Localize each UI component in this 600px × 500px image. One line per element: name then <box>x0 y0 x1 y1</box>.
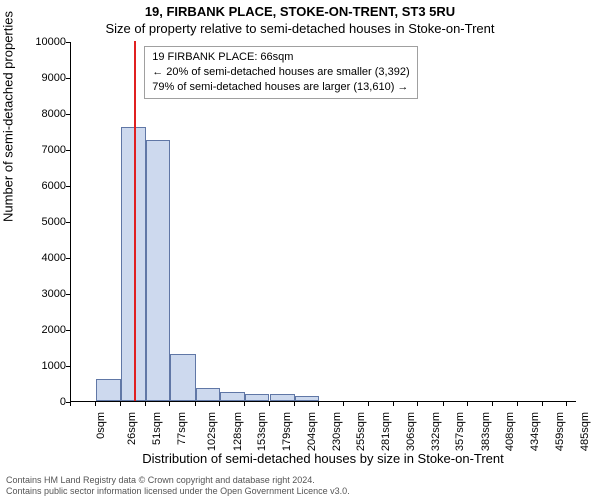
y-axis-tick-label: 4000 <box>16 252 66 264</box>
x-axis-tick-label: 434sqm <box>529 412 541 451</box>
x-axis-tick-label: 26sqm <box>126 412 138 445</box>
x-axis-tick-mark <box>169 402 170 406</box>
histogram-bar <box>96 379 120 401</box>
y-axis-tick-mark <box>66 222 70 223</box>
x-axis-tick-mark <box>318 402 319 406</box>
x-axis-tick-label: 408sqm <box>504 412 516 451</box>
y-axis-tick-mark <box>66 366 70 367</box>
x-axis-tick-mark <box>343 402 344 406</box>
x-axis-tick-label: 332sqm <box>430 412 442 451</box>
x-axis-tick-label: 306sqm <box>405 412 417 451</box>
x-axis-tick-mark <box>219 402 220 406</box>
x-axis-tick-mark <box>70 402 71 406</box>
footer-attribution: Contains HM Land Registry data © Crown c… <box>6 475 350 498</box>
y-axis-tick-mark <box>66 150 70 151</box>
x-axis-tick-label: 51sqm <box>151 412 163 445</box>
x-axis-tick-mark <box>244 402 245 406</box>
y-axis-tick-mark <box>66 114 70 115</box>
annotation-box: 19 FIRBANK PLACE: 66sqm ← 20% of semi-de… <box>144 46 417 99</box>
x-axis-tick-mark <box>517 402 518 406</box>
histogram-bar <box>245 394 269 401</box>
x-axis-tick-label: 357sqm <box>455 412 467 451</box>
histogram-bar <box>270 394 295 401</box>
y-axis-tick-label: 7000 <box>16 144 66 156</box>
x-axis-tick-label: 153sqm <box>256 412 268 451</box>
y-axis-tick-label: 3000 <box>16 288 66 300</box>
x-axis-tick-mark <box>542 402 543 406</box>
y-axis-tick-mark <box>66 294 70 295</box>
y-axis-tick-label: 2000 <box>16 324 66 336</box>
y-axis-tick-label: 6000 <box>16 180 66 192</box>
x-axis-tick-mark <box>95 402 96 406</box>
x-axis-tick-label: 485sqm <box>579 412 591 451</box>
annotation-line-2: ← 20% of semi-detached houses are smalle… <box>152 65 409 80</box>
histogram-bar <box>220 392 245 401</box>
x-axis-tick-label: 102sqm <box>206 412 218 451</box>
y-axis-tick-label: 5000 <box>16 216 66 228</box>
x-axis-tick-mark <box>120 402 121 406</box>
x-axis-tick-label: 459sqm <box>554 412 566 451</box>
x-axis-tick-mark <box>145 402 146 406</box>
annotation-line-1: 19 FIRBANK PLACE: 66sqm <box>152 50 409 65</box>
x-axis-tick-label: 179sqm <box>281 412 293 451</box>
x-axis-label: Distribution of semi-detached houses by … <box>70 451 576 466</box>
y-axis-tick-label: 9000 <box>16 72 66 84</box>
x-axis-tick-mark <box>467 402 468 406</box>
histogram-bar <box>196 388 220 401</box>
y-axis-tick-label: 1000 <box>16 360 66 372</box>
y-axis-tick-mark <box>66 330 70 331</box>
y-axis-tick-mark <box>66 258 70 259</box>
x-axis-tick-label: 383sqm <box>480 412 492 451</box>
y-axis-tick-label: 10000 <box>16 36 66 48</box>
x-axis-tick-mark <box>368 402 369 406</box>
footer-line-2: Contains public sector information licen… <box>6 486 350 497</box>
x-axis-tick-mark <box>393 402 394 406</box>
x-axis-tick-label: 281sqm <box>381 412 393 451</box>
x-axis-tick-label: 204sqm <box>306 412 318 451</box>
y-axis-tick-mark <box>66 78 70 79</box>
x-axis-tick-label: 230sqm <box>331 412 343 451</box>
annotation-line-3: 79% of semi-detached houses are larger (… <box>152 80 409 95</box>
x-axis-tick-label: 0sqm <box>95 412 107 439</box>
x-axis-tick-mark <box>195 402 196 406</box>
x-axis-tick-label: 128sqm <box>232 412 244 451</box>
chart-title-main: 19, FIRBANK PLACE, STOKE-ON-TRENT, ST3 5… <box>0 4 600 19</box>
y-axis-tick-mark <box>66 186 70 187</box>
x-axis-tick-mark <box>443 402 444 406</box>
x-axis-tick-label: 77sqm <box>176 412 188 445</box>
x-axis-tick-mark <box>417 402 418 406</box>
histogram-bar <box>170 354 195 401</box>
subject-marker-line <box>134 41 136 401</box>
x-axis-tick-mark <box>269 402 270 406</box>
chart-title-sub: Size of property relative to semi-detach… <box>0 21 600 36</box>
x-axis-tick-mark <box>492 402 493 406</box>
histogram-bar <box>295 396 319 401</box>
y-axis-tick-mark <box>66 42 70 43</box>
x-axis-tick-mark <box>566 402 567 406</box>
y-axis-tick-label: 0 <box>16 396 66 408</box>
histogram-bar <box>146 140 170 401</box>
y-axis-tick-label: 8000 <box>16 108 66 120</box>
footer-line-1: Contains HM Land Registry data © Crown c… <box>6 475 350 486</box>
x-axis-tick-label: 255sqm <box>355 412 367 451</box>
x-axis-tick-mark <box>294 402 295 406</box>
y-axis-label: Number of semi-detached properties <box>1 11 16 222</box>
